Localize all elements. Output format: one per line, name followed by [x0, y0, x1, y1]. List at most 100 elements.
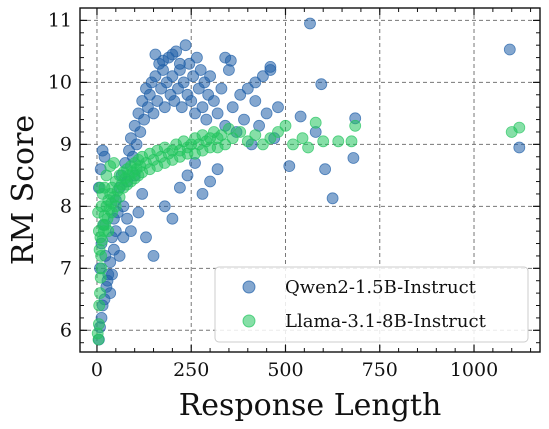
legend: Qwen2-1.5B-Instruct Llama-3.1-8B-Instruct [214, 266, 529, 343]
data-point-series-0-112 [147, 249, 160, 262]
x-tick-label-3: 750 [362, 359, 398, 381]
data-point-series-0-69 [204, 70, 217, 83]
data-point-series-0-119 [132, 206, 145, 219]
data-point-series-1-66 [249, 129, 262, 142]
data-point-series-0-82 [224, 54, 237, 67]
y-axis-label: RM Score [6, 115, 41, 265]
data-point-series-0-80 [173, 57, 186, 70]
data-point-series-0-67 [200, 113, 213, 126]
data-points [91, 17, 526, 346]
tick-labels: 0 250 500 750 1000 6 7 8 9 10 11 [48, 9, 498, 381]
data-point-series-0-54 [175, 101, 188, 114]
data-point-series-0-117 [166, 212, 179, 225]
data-point-series-0-64 [194, 64, 207, 76]
data-point-series-0-108 [211, 163, 224, 176]
data-point-series-0-83 [234, 88, 247, 101]
data-point-series-1-64 [234, 126, 247, 138]
data-point-series-0-101 [326, 192, 339, 205]
data-point-series-1-68 [264, 132, 277, 145]
data-point-series-1-86 [95, 200, 108, 213]
data-point-series-1-2 [93, 318, 105, 331]
data-point-series-1-3 [93, 299, 106, 312]
data-point-series-0-118 [173, 181, 186, 194]
data-point-series-1-75 [317, 135, 330, 148]
data-point-series-0-79 [166, 48, 179, 61]
data-point-series-0-95 [249, 76, 262, 89]
data-point-series-0-32 [134, 126, 147, 138]
data-point-series-0-72 [215, 82, 228, 95]
data-point-series-0-34 [138, 113, 151, 126]
data-point-series-0-114 [136, 187, 149, 200]
data-point-series-0-77 [149, 48, 162, 61]
data-point-series-1-72 [296, 132, 309, 145]
data-point-series-0-100 [319, 163, 332, 176]
data-point-series-0-97 [294, 110, 307, 123]
data-point-series-0-116 [158, 200, 171, 213]
data-point-series-0-102 [304, 17, 316, 30]
data-point-series-0-59 [185, 95, 198, 107]
data-point-series-0-126 [117, 231, 130, 244]
y-tick-label-1: 7 [60, 257, 72, 279]
data-point-series-1-11 [95, 249, 107, 262]
data-point-series-0-123 [106, 268, 118, 281]
data-point-series-1-71 [287, 138, 299, 151]
data-point-series-0-62 [190, 51, 203, 64]
data-point-series-0-70 [207, 95, 220, 107]
y-tick-label-4: 10 [48, 71, 72, 93]
y-tick-label-2: 8 [60, 195, 72, 217]
data-point-series-0-96 [283, 160, 296, 173]
data-point-series-0-55 [177, 76, 190, 89]
data-point-series-1-84 [108, 157, 120, 169]
legend-label-1: Llama-3.1-8B-Instruct [285, 311, 487, 332]
data-point-series-0-94 [264, 61, 277, 73]
data-point-series-0-60 [187, 70, 200, 83]
y-tick-label-0: 6 [60, 319, 72, 341]
data-point-series-0-16 [104, 256, 117, 269]
data-point-series-0-127 [121, 212, 133, 225]
legend-marker-1 [242, 314, 256, 328]
data-point-series-0-103 [347, 152, 360, 164]
y-tick-label-3: 9 [60, 133, 72, 155]
data-point-series-1-6 [95, 262, 108, 275]
data-point-series-1-4 [94, 287, 106, 300]
x-tick-label-2: 500 [267, 359, 303, 381]
data-point-series-1-87 [98, 181, 111, 194]
data-point-series-0-78 [157, 54, 169, 67]
data-point-series-1-76 [332, 135, 345, 148]
x-tick-label-1: 250 [173, 359, 209, 381]
data-point-series-0-93 [272, 101, 284, 114]
data-point-series-0-107 [204, 175, 217, 188]
data-point-series-0-84 [238, 113, 250, 126]
axes [79, 7, 541, 353]
data-point-series-0-39 [147, 107, 160, 120]
data-point-series-0-45 [158, 101, 171, 114]
x-axis-label: Response Length [179, 388, 442, 423]
y-tick-label-5: 11 [48, 9, 72, 31]
legend-box [214, 266, 529, 343]
data-point-series-0-30 [130, 138, 143, 151]
data-point-series-1-73 [302, 141, 315, 154]
data-point-series-0-125 [108, 243, 120, 256]
data-point-series-0-124 [104, 287, 117, 300]
data-point-series-1-80 [513, 121, 526, 134]
data-point-series-0-56 [179, 39, 192, 52]
data-point-series-1-1 [92, 333, 105, 346]
legend-marker-0 [242, 280, 256, 294]
data-point-series-0-113 [140, 231, 152, 244]
plot-frame [79, 7, 541, 353]
data-point-series-0-99 [315, 78, 328, 91]
data-point-series-0-75 [226, 101, 239, 114]
data-point-series-0-40 [149, 70, 162, 83]
x-tick-label-4: 1000 [450, 359, 498, 381]
data-point-series-1-77 [345, 135, 358, 148]
x-tick-label-0: 0 [91, 359, 103, 381]
data-point-series-0-87 [249, 95, 262, 107]
data-point-series-0-9 [98, 150, 111, 163]
data-point-series-1-88 [102, 225, 115, 238]
data-point-series-0-65 [196, 101, 209, 114]
data-point-series-0-105 [503, 43, 516, 56]
data-point-series-0-71 [211, 107, 224, 120]
data-point-series-1-74 [309, 116, 322, 129]
data-point-series-1-107 [211, 141, 224, 154]
